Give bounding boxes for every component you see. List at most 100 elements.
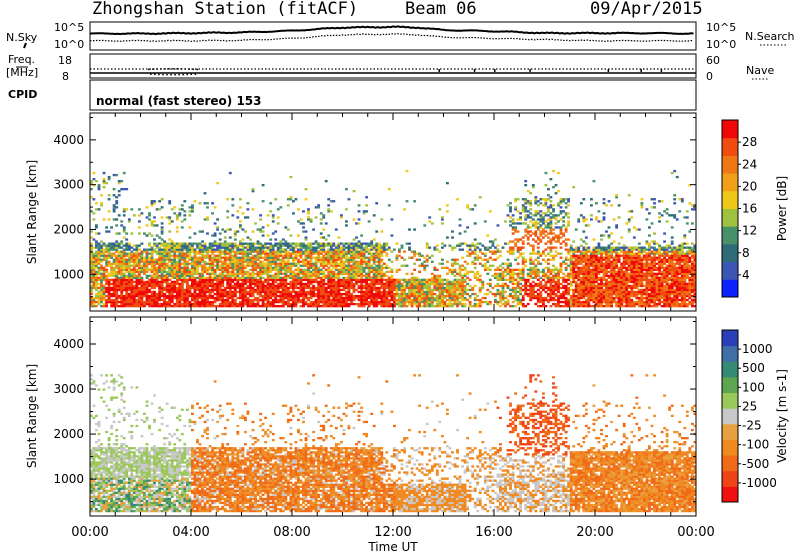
heatmap-cell	[274, 262, 278, 265]
heatmap-cell	[342, 256, 346, 259]
heatmap-cell	[125, 284, 129, 288]
heatmap-cell	[342, 298, 346, 302]
heatmap-cell	[413, 262, 417, 265]
heatmap-cell	[216, 266, 220, 270]
heatmap-cell	[395, 258, 399, 261]
heatmap-cell	[468, 244, 472, 247]
heatmap-cell	[324, 254, 328, 257]
heatmap-cell	[132, 258, 136, 261]
heatmap-cell	[511, 222, 515, 225]
heatmap-cell	[398, 305, 401, 308]
heatmap-cell	[226, 292, 230, 296]
heatmap-cell	[322, 298, 326, 302]
heatmap-cell	[241, 294, 245, 298]
heatmap-cell	[115, 202, 119, 205]
heatmap-cell	[251, 190, 255, 193]
heatmap-cell	[254, 302, 257, 306]
heatmap-cell	[486, 300, 490, 304]
heatmap-cell	[297, 274, 300, 278]
heatmap-cell	[292, 256, 295, 259]
heatmap-cell	[127, 276, 131, 280]
heatmap-cell	[117, 190, 121, 193]
heatmap-cell	[105, 260, 109, 263]
heatmap-cell	[218, 252, 222, 255]
heatmap-cell	[524, 282, 528, 286]
heatmap-cell	[521, 204, 525, 207]
heatmap-cell	[193, 264, 197, 267]
heatmap-cell	[345, 305, 348, 308]
heatmap-cell	[473, 246, 477, 249]
heatmap-cell	[115, 276, 119, 280]
heatmap-cell	[294, 268, 298, 272]
heatmap-cell	[148, 256, 151, 259]
heatmap-cell	[352, 288, 356, 292]
heatmap-cell	[256, 282, 260, 286]
heatmap-cell	[423, 278, 427, 282]
heatmap-cell	[92, 300, 96, 304]
heatmap-cell	[312, 228, 316, 231]
heatmap-cell	[279, 298, 283, 302]
heatmap-cell	[514, 208, 518, 211]
heatmap-cell	[446, 284, 449, 288]
heatmap-cell	[294, 264, 298, 267]
heatmap-cell	[438, 274, 442, 278]
heatmap-cell	[274, 278, 278, 282]
heatmap-cell	[329, 282, 333, 286]
heatmap-cell	[208, 274, 212, 278]
heatmap-cell	[143, 294, 146, 298]
heatmap-cell	[105, 300, 109, 304]
heatmap-cell	[355, 294, 358, 298]
heatmap-cell	[100, 240, 103, 243]
heatmap-cell	[342, 280, 346, 284]
heatmap-cell	[127, 220, 131, 223]
heatmap-cell	[279, 272, 283, 276]
heatmap-cell	[393, 300, 396, 304]
heatmap-cell	[327, 296, 331, 300]
heatmap-cell	[165, 290, 169, 294]
heatmap-cell	[309, 270, 313, 274]
heatmap-cell	[506, 242, 510, 245]
heatmap-cell	[153, 272, 156, 276]
heatmap-cell	[145, 262, 149, 265]
heatmap-cell	[292, 264, 295, 267]
heatmap-cell	[117, 260, 121, 263]
heatmap-cell	[223, 246, 227, 249]
heatmap-cell	[150, 305, 154, 308]
heatmap-cell	[254, 262, 257, 265]
heatmap-cell	[382, 302, 386, 306]
heatmap-cell	[254, 256, 257, 259]
heatmap-cell	[390, 296, 394, 300]
heatmap-cell	[173, 260, 177, 263]
heatmap-cell	[380, 250, 384, 253]
heatmap-cell	[117, 250, 121, 253]
heatmap-cell	[481, 258, 485, 261]
heatmap-cell	[175, 248, 179, 251]
heatmap-cell	[547, 270, 550, 274]
noise-search-series	[89, 32, 694, 43]
heatmap-cell	[519, 276, 523, 280]
heatmap-cell	[302, 305, 305, 308]
heatmap-cell	[261, 244, 265, 247]
heatmap-cell	[138, 232, 141, 235]
heatmap-cell	[504, 302, 507, 306]
heatmap-cell	[95, 256, 98, 259]
heatmap-cell	[552, 228, 555, 231]
heatmap-cell	[284, 250, 288, 253]
heatmap-cell	[145, 282, 149, 286]
heatmap-cell	[284, 278, 288, 282]
heatmap-cell	[360, 246, 364, 249]
heatmap-cell	[403, 296, 406, 300]
heatmap-cell	[115, 298, 119, 302]
heatmap-cell	[203, 292, 207, 296]
heatmap-cell	[170, 220, 174, 223]
nave-dot	[438, 69, 440, 72]
heatmap-cell	[357, 280, 361, 284]
heatmap-cell	[355, 236, 358, 239]
heatmap-cell	[380, 248, 384, 251]
heatmap-cell	[337, 276, 341, 280]
heatmap-cell	[418, 264, 422, 267]
heatmap-cell	[410, 300, 414, 304]
heatmap-cell	[395, 290, 399, 294]
heatmap-cell	[279, 284, 283, 288]
heatmap-cell	[163, 296, 167, 300]
